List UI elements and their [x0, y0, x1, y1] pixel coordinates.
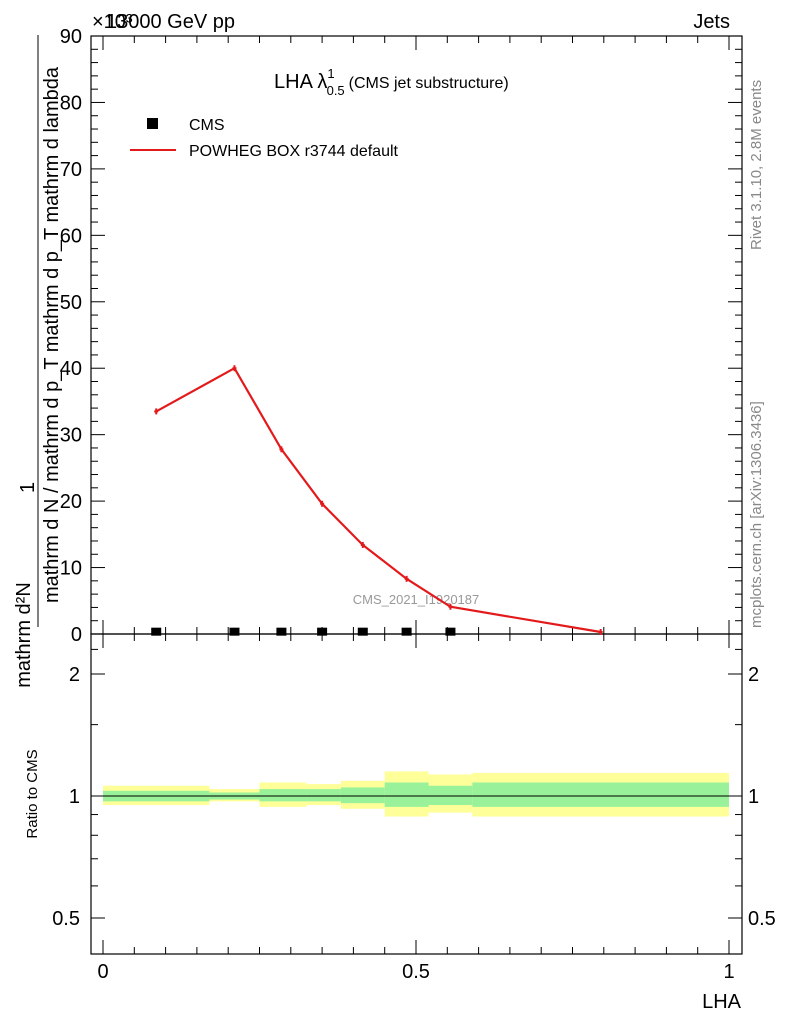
- main-y-tick-label: 90: [60, 26, 82, 48]
- cms-series: [151, 627, 456, 636]
- mcplots-label: mcplots.cern.ch [arXiv:1306.3436]: [748, 401, 765, 628]
- header-exponent: ×10³: [92, 11, 133, 33]
- y-label-denominator: mathrm d N / mathrm d p_T mathrm d p_T m…: [41, 66, 63, 603]
- powheg-line: [155, 366, 601, 634]
- ratio-y-axis-label: Ratio to CMS: [24, 749, 41, 838]
- main-y-tick-label: 40: [60, 358, 82, 380]
- header-energy: 13000 GeV pp: [106, 11, 235, 33]
- y-label-numerator: 1: [17, 482, 39, 493]
- ratio-y-tick-label: 2: [69, 664, 80, 686]
- main-y-axis-label: 1 mathrm d²N mathrm d N / mathrm d p_T m…: [13, 35, 63, 688]
- legend-cms-label: CMS: [189, 117, 225, 134]
- main-axis-tick-labels: 0 10 20 30 40 50 60 70 80 90: [60, 26, 82, 646]
- ratio-band-inner: [428, 785, 473, 806]
- main-y-tick-label: 70: [60, 159, 82, 181]
- ratio-y-tick-label-right: 0.5: [748, 908, 776, 930]
- x-axis-label: LHA: [702, 991, 742, 1013]
- title-superscript: 1: [327, 66, 334, 81]
- y-label-numerator2: mathrm d²N: [13, 582, 35, 688]
- x-tick-label: 1: [723, 961, 734, 983]
- cms-point: [317, 627, 328, 636]
- cms-point: [151, 627, 162, 636]
- cms-point: [445, 627, 456, 636]
- ratio-bands: [103, 771, 729, 817]
- analysis-watermark: CMS_2021_I1920187: [353, 592, 480, 607]
- main-y-tick-label: 20: [60, 491, 82, 513]
- main-y-tick-label: 80: [60, 92, 82, 114]
- title-subscript: 0.5: [327, 83, 345, 98]
- ratio-axis-ticks: [91, 634, 742, 954]
- ratio-band-inner: [384, 782, 429, 807]
- header-jets: Jets: [693, 11, 730, 33]
- main-y-tick-label: 10: [60, 558, 82, 580]
- ratio-band-inner: [306, 789, 341, 802]
- ratio-band-inner: [472, 782, 729, 807]
- rivet-version-label: Rivet 3.1.10, 2.8M events: [748, 80, 765, 250]
- legend-cms-marker: [147, 118, 158, 129]
- main-y-tick-label: 0: [71, 624, 82, 646]
- ratio-y-tick-label-right: 1: [748, 786, 759, 808]
- ratio-band-inner: [340, 787, 385, 804]
- x-tick-label: 0.5: [402, 961, 430, 983]
- ratio-band-inner: [259, 789, 307, 802]
- powheg-series: [154, 365, 603, 636]
- main-y-tick-label: 30: [60, 425, 82, 447]
- ratio-y-tick-label: 0.5: [52, 908, 80, 930]
- x-axis-tick-labels: 0 0.5 1: [97, 961, 734, 983]
- title-suffix: (CMS jet substructure): [349, 75, 509, 92]
- cms-point: [229, 627, 240, 636]
- main-y-tick-label: 60: [60, 225, 82, 247]
- plot-title: LHA λ1 0.5 (CMS jet substructure): [274, 66, 509, 98]
- ratio-axis-tick-labels: 0.5 0.5 1 1 2 2: [52, 664, 776, 930]
- title-main: LHA λ: [274, 71, 327, 93]
- legend-powheg-label: POWHEG BOX r3744 default: [189, 143, 399, 160]
- main-y-tick-label: 50: [60, 292, 82, 314]
- ratio-y-tick-label: 1: [69, 786, 80, 808]
- cms-point: [401, 627, 412, 636]
- ratio-y-tick-label-right: 2: [748, 664, 759, 686]
- cms-point: [357, 627, 368, 636]
- x-tick-label: 0: [97, 961, 108, 983]
- cms-point: [276, 627, 287, 636]
